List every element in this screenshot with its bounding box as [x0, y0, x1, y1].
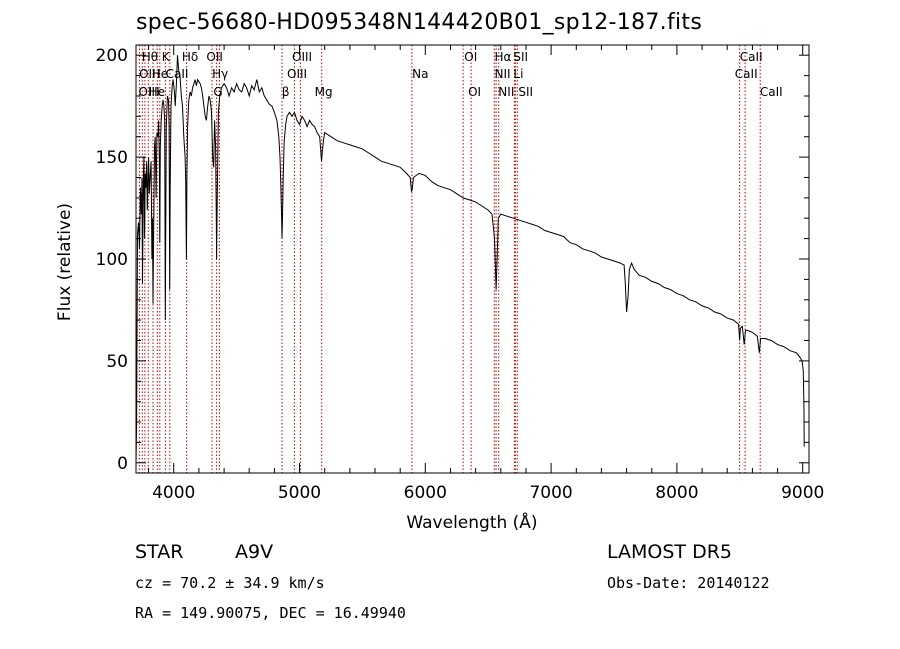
line-annotation: OII [139, 85, 156, 99]
y-tick-label: 200 [96, 46, 128, 66]
x-axis-ticks: 4000 5000 6000 7000 8000 9000 [148, 45, 824, 503]
line-annotation: SII [518, 85, 533, 99]
line-annotation: OIII [287, 67, 307, 81]
line-annotation: NII [495, 67, 511, 81]
line-annotation: Mg [315, 85, 333, 99]
redshift-value: cz = 70.2 ± 34.9 km/s [135, 574, 325, 592]
plot-frame [135, 44, 810, 474]
line-annotation: Hα [495, 50, 512, 64]
x-tick-label: 7000 [529, 483, 572, 503]
sky-coordinates: RA = 149.90075, DEC = 16.49940 [135, 604, 406, 622]
line-marker-group [138, 45, 761, 473]
line-annotation: I [157, 67, 161, 81]
observation-date: Obs-Date: 20140122 [607, 574, 770, 592]
line-annotation: OII [206, 50, 223, 64]
y-tick-label: 100 [96, 250, 128, 270]
line-annotation: CaII [735, 67, 758, 81]
line-annotation: He [152, 67, 168, 81]
line-annotation: OIII [292, 50, 312, 64]
line-annotation: I [156, 85, 160, 99]
x-tick-label: 6000 [404, 483, 447, 503]
y-axis-label: Flux (relative) [55, 203, 75, 321]
y-tick-label: 50 [106, 352, 128, 372]
line-annotation: He [149, 85, 165, 99]
line-annotation: Hδ [182, 50, 198, 64]
line-annotation: Li [513, 67, 523, 81]
line-annotation: SII [513, 50, 528, 64]
spectrum-series-line [135, 55, 805, 463]
object-subclass: A9V [235, 541, 274, 563]
x-axis-label: Wavelength (Å) [406, 511, 537, 533]
line-annotation: CaII [760, 85, 783, 99]
line-annotation: K [162, 50, 171, 64]
line-annotation: CaII [740, 50, 763, 64]
line-annotation: Hθ [142, 50, 158, 64]
line-annotation: OI [464, 50, 477, 64]
line-annotation: Na [412, 67, 428, 81]
chart-title: spec-56680-HD095348N144420B01_sp12-187.f… [136, 10, 703, 35]
y-tick-label: 150 [96, 148, 128, 168]
x-tick-label: 9000 [781, 483, 824, 503]
line-annotation: β [282, 85, 290, 99]
survey-name: LAMOST DR5 [607, 541, 732, 563]
y-tick-label: 0 [117, 454, 128, 474]
line-annotation: OI [468, 85, 481, 99]
line-annotation: NII [498, 85, 514, 99]
object-class: STAR [135, 541, 184, 563]
line-annotation: Hγ [212, 67, 228, 81]
line-annotation: G [213, 85, 222, 99]
line-annotation: OII [139, 67, 156, 81]
x-tick-label: 4000 [152, 483, 195, 503]
x-tick-label: 8000 [655, 483, 698, 503]
x-tick-label: 5000 [278, 483, 321, 503]
y-axis-ticks: 0 50 100 150 200 [96, 46, 809, 474]
